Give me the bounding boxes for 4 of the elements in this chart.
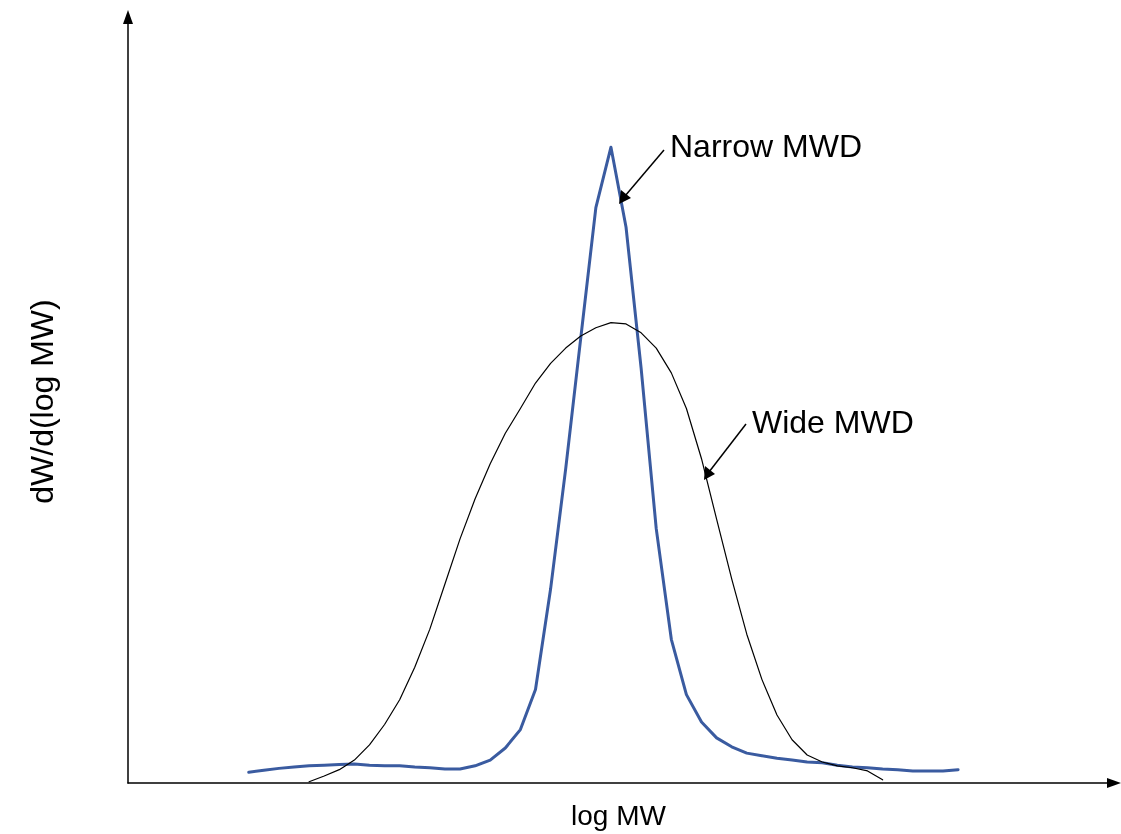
- series-label: Narrow MWD: [670, 128, 862, 164]
- x-axis-title: log MW: [571, 799, 667, 831]
- series-label: Wide MWD: [752, 404, 914, 440]
- y-axis-title: dW/d(log MW): [24, 299, 60, 504]
